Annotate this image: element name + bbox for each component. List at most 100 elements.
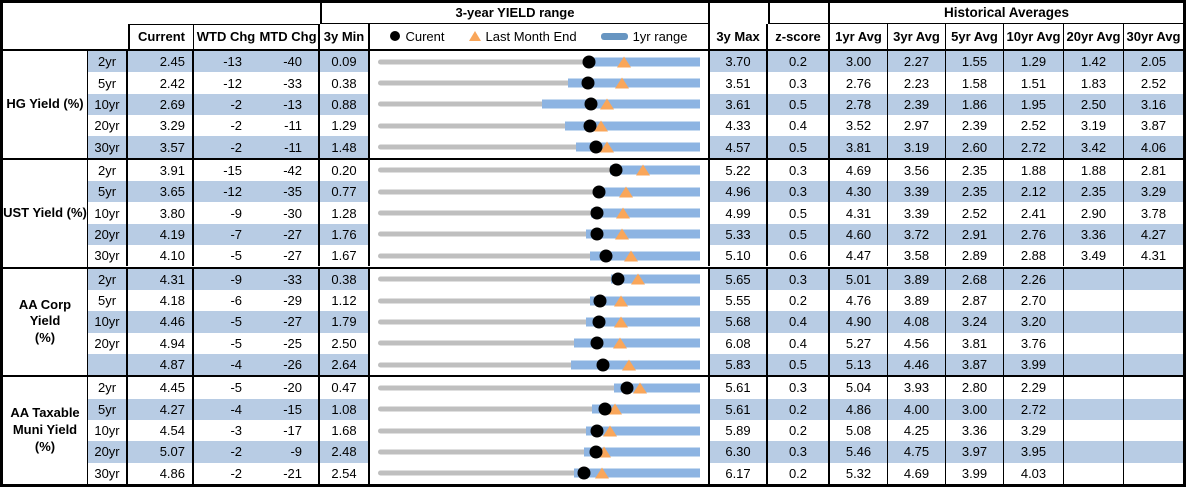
range-track-3y <box>378 385 700 391</box>
cell-3y-max: 5.55 <box>710 289 768 312</box>
current-dot <box>592 185 606 199</box>
cell-3yr-avg: 4.69 <box>888 462 946 484</box>
cell-current: 3.65 <box>128 181 194 203</box>
cell-tenor: 10yr <box>88 419 128 442</box>
cell-current: 5.07 <box>128 441 194 463</box>
cell-3yr-avg: 3.19 <box>888 136 946 158</box>
cell-current: 4.18 <box>128 289 194 312</box>
cell-z-score: 0.2 <box>768 419 830 442</box>
cell-3yr-avg: 3.89 <box>888 268 946 290</box>
cell-3yr-avg: 2.39 <box>888 93 946 116</box>
cell-30yr-avg: 4.27 <box>1124 223 1183 246</box>
cell-1yr-avg: 4.30 <box>830 181 888 203</box>
cell-30yr-avg <box>1124 290 1183 311</box>
range-bar-1yr <box>588 57 700 67</box>
current-dot-icon <box>390 31 401 42</box>
range-track-3y <box>378 101 700 107</box>
cell-mtd-chg: -21 <box>258 462 320 484</box>
cell-3y-min: 2.54 <box>320 462 370 484</box>
range-track-3y <box>378 253 700 259</box>
cell-1yr-avg: 4.60 <box>830 223 888 246</box>
cell-5yr-avg: 3.99 <box>946 462 1004 484</box>
cell-5yr-avg: 2.39 <box>946 115 1004 137</box>
table-row: 4.87 -4 -26 2.64 5.83 0.5 5.13 4.46 3.87 3.99 <box>88 353 1183 376</box>
cell-3y-max: 4.57 <box>710 136 768 158</box>
range-bar-1yr <box>614 383 700 393</box>
cell-current: 3.91 <box>128 159 194 182</box>
range-bar-1yr <box>594 187 700 197</box>
table-row: 5yr 2.42 -12 -33 0.38 3.51 0.3 2.76 2.23 1.58 1.51… <box>88 72 1183 94</box>
range-bar-1yr <box>568 78 700 88</box>
range-bar-1yr <box>591 404 700 414</box>
cell-current: 4.19 <box>128 223 194 246</box>
cell-1yr-avg: 4.31 <box>830 202 888 224</box>
historical-averages-title: Historical Averages <box>830 3 1183 24</box>
cell-3y-max: 5.83 <box>710 353 768 376</box>
cell-3yr-avg: 3.93 <box>888 377 946 399</box>
cell-3y-min: 0.47 <box>320 377 370 399</box>
cell-3yr-avg: 4.75 <box>888 441 946 463</box>
cell-20yr-avg <box>1064 419 1124 442</box>
header-columns-row: Current WTD Chg MTD Chg 3y Min Curent La… <box>3 23 1183 50</box>
col-header-wtd-chg: WTD Chg <box>194 23 258 50</box>
current-dot <box>590 424 604 438</box>
cell-mtd-chg: -15 <box>258 398 320 420</box>
cell-current: 4.54 <box>128 419 194 442</box>
cell-wtd-chg: -2 <box>230 118 242 134</box>
range-track-3y <box>378 80 700 86</box>
cell-tenor: 20yr <box>88 441 128 463</box>
cell-z-score: 0.4 <box>768 311 830 333</box>
cell-tenor: 10yr <box>88 202 128 224</box>
cell-30yr-avg: 3.29 <box>1124 181 1183 203</box>
col-header-3yr-avg: 3yr Avg <box>888 23 946 49</box>
col-header-mtd-chg: MTD Chg <box>258 23 320 49</box>
cell-z-score: 0.3 <box>768 181 830 203</box>
cell-tenor: 5yr <box>88 398 128 420</box>
cell-20yr-avg <box>1064 353 1124 376</box>
cell-3y-max: 6.08 <box>710 332 768 354</box>
range-chart <box>370 353 710 376</box>
cell-1yr-avg: 3.00 <box>830 51 888 73</box>
current-dot <box>599 249 613 263</box>
range-chart <box>370 332 710 354</box>
range-track-3y <box>378 144 700 150</box>
cell-30yr-avg: 4.06 <box>1124 136 1183 158</box>
cell-5yr-avg: 3.87 <box>946 353 1004 376</box>
table-row: 30yr 4.10 -5 -27 1.67 5.10 0.6 4.47 3.58 2.89 2.88… <box>88 245 1183 267</box>
cell-current: 3.57 <box>128 136 194 158</box>
cell-wtd-chg: -2 <box>194 93 258 116</box>
last-month-triangle-icon <box>468 31 481 42</box>
range-track-3y <box>378 189 700 195</box>
range-bar-1yr <box>590 251 700 261</box>
cell-3y-min: 2.64 <box>320 353 370 376</box>
cell-wtd-chg: -5 <box>230 248 242 264</box>
cell-20yr-avg: 2.90 <box>1064 202 1124 224</box>
table-row: 30yr 4.86 -2 -21 2.54 6.17 0.2 5.32 4.69 3.99 4.03 <box>88 462 1183 484</box>
cell-30yr-avg <box>1124 353 1183 376</box>
col-header-3y-min: 3y Min <box>320 23 370 49</box>
cell-3yr-avg: 3.39 <box>888 181 946 203</box>
cell-z-score: 0.3 <box>768 268 830 290</box>
cell-mtd-chg: -27 <box>258 311 320 333</box>
cell-3y-max: 3.61 <box>710 93 768 116</box>
last-month-end-triangle <box>614 228 629 240</box>
current-dot <box>584 97 598 111</box>
cell-20yr-avg <box>1064 268 1124 290</box>
cell-z-score: 0.5 <box>768 93 830 116</box>
cell-mtd-chg: -13 <box>258 93 320 116</box>
group-label: HG Yield (%) <box>3 51 88 158</box>
cell-wtd-chg: -7 <box>194 223 258 246</box>
cell-10yr-avg: 1.95 <box>1004 93 1064 116</box>
cell-z-score: 0.2 <box>768 289 830 312</box>
cell-wtd-chg: -13 <box>194 51 258 73</box>
cell-3yr-avg: 3.39 <box>888 202 946 224</box>
cell-5yr-avg: 3.24 <box>946 311 1004 333</box>
cell-3y-max: 5.22 <box>710 159 768 182</box>
cell-tenor: 10yr <box>88 311 128 333</box>
range-chart <box>370 181 710 203</box>
range-track-3y <box>378 340 700 346</box>
cell-3y-min: 0.77 <box>320 181 370 203</box>
cell-1yr-avg: 3.81 <box>830 136 888 158</box>
range-bar-1yr <box>541 99 700 109</box>
range-chart <box>370 419 710 442</box>
